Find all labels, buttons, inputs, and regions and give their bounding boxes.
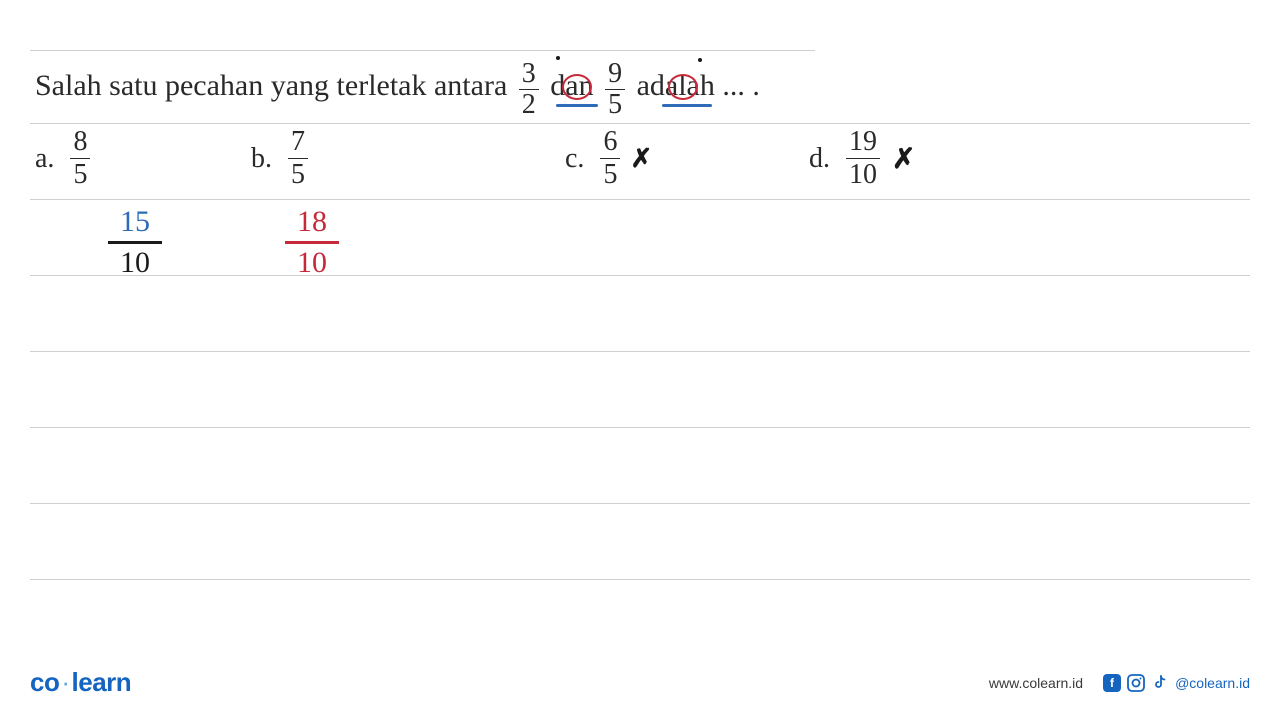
fraction-1: 3 2: [519, 60, 539, 119]
ruled-line: [30, 427, 1250, 428]
ruled-line: [30, 50, 815, 51]
question-prefix: Salah satu pecahan yang terletak antara: [35, 69, 507, 102]
option-label: c.: [565, 143, 584, 175]
option-label: a.: [35, 143, 54, 175]
logo-learn: learn: [72, 667, 132, 697]
hw-fraction-bar: [108, 241, 162, 244]
dot-2: [698, 58, 702, 62]
tiktok-icon: [1151, 674, 1169, 692]
social-handle: @colearn.id: [1175, 675, 1250, 691]
hw-denominator: 10: [108, 246, 162, 280]
option-b: b. 7 5: [251, 128, 308, 189]
website-url: www.colearn.id: [989, 675, 1083, 691]
red-circle-2: [668, 74, 698, 100]
social-links: f @colearn.id: [1103, 674, 1250, 692]
ruled-line: [30, 275, 1250, 276]
option-label: d.: [809, 143, 830, 175]
ruled-line: [30, 503, 1250, 504]
option-label: b.: [251, 143, 272, 175]
ruled-line: [30, 351, 1250, 352]
ruled-line: [30, 123, 1250, 124]
logo-co: co: [30, 667, 59, 697]
option-fraction: 7 5: [288, 128, 308, 189]
handwritten-fraction-1: 15 10: [108, 205, 162, 280]
hw-numerator: 15: [108, 205, 162, 239]
question-suffix: adalah ... .: [637, 69, 760, 102]
option-d: d. 19 10 ✗: [809, 128, 915, 189]
cross-mark-icon: ✗: [630, 144, 652, 174]
question-text: Salah satu pecahan yang terletak antara …: [35, 60, 760, 119]
blue-underline-1: [556, 104, 598, 107]
colearn-logo: co·learn: [30, 667, 131, 698]
ruled-line: [30, 199, 1250, 200]
hw-denominator: 10: [285, 246, 339, 280]
hw-fraction-bar: [285, 241, 339, 244]
blue-underline-2: [662, 104, 712, 107]
cross-mark-icon: ✗: [892, 142, 915, 176]
instagram-icon: [1127, 674, 1145, 692]
option-a: a. 8 5: [35, 128, 90, 189]
option-fraction: 19 10: [846, 128, 880, 189]
footer-right: www.colearn.id f @colearn.id: [989, 674, 1250, 692]
option-c: c. 6 5 ✗: [565, 128, 652, 189]
fraction-2: 9 5: [605, 60, 625, 119]
dot-1: [556, 56, 560, 60]
option-fraction: 6 5: [600, 128, 620, 189]
handwritten-fraction-2: 18 10: [285, 205, 339, 280]
red-circle-1: [562, 74, 592, 100]
logo-dot: ·: [59, 667, 71, 697]
option-fraction: 8 5: [70, 128, 90, 189]
ruled-line: [30, 579, 1250, 580]
facebook-icon: f: [1103, 674, 1121, 692]
footer: co·learn www.colearn.id f @colearn.id: [30, 667, 1250, 698]
hw-numerator: 18: [285, 205, 339, 239]
